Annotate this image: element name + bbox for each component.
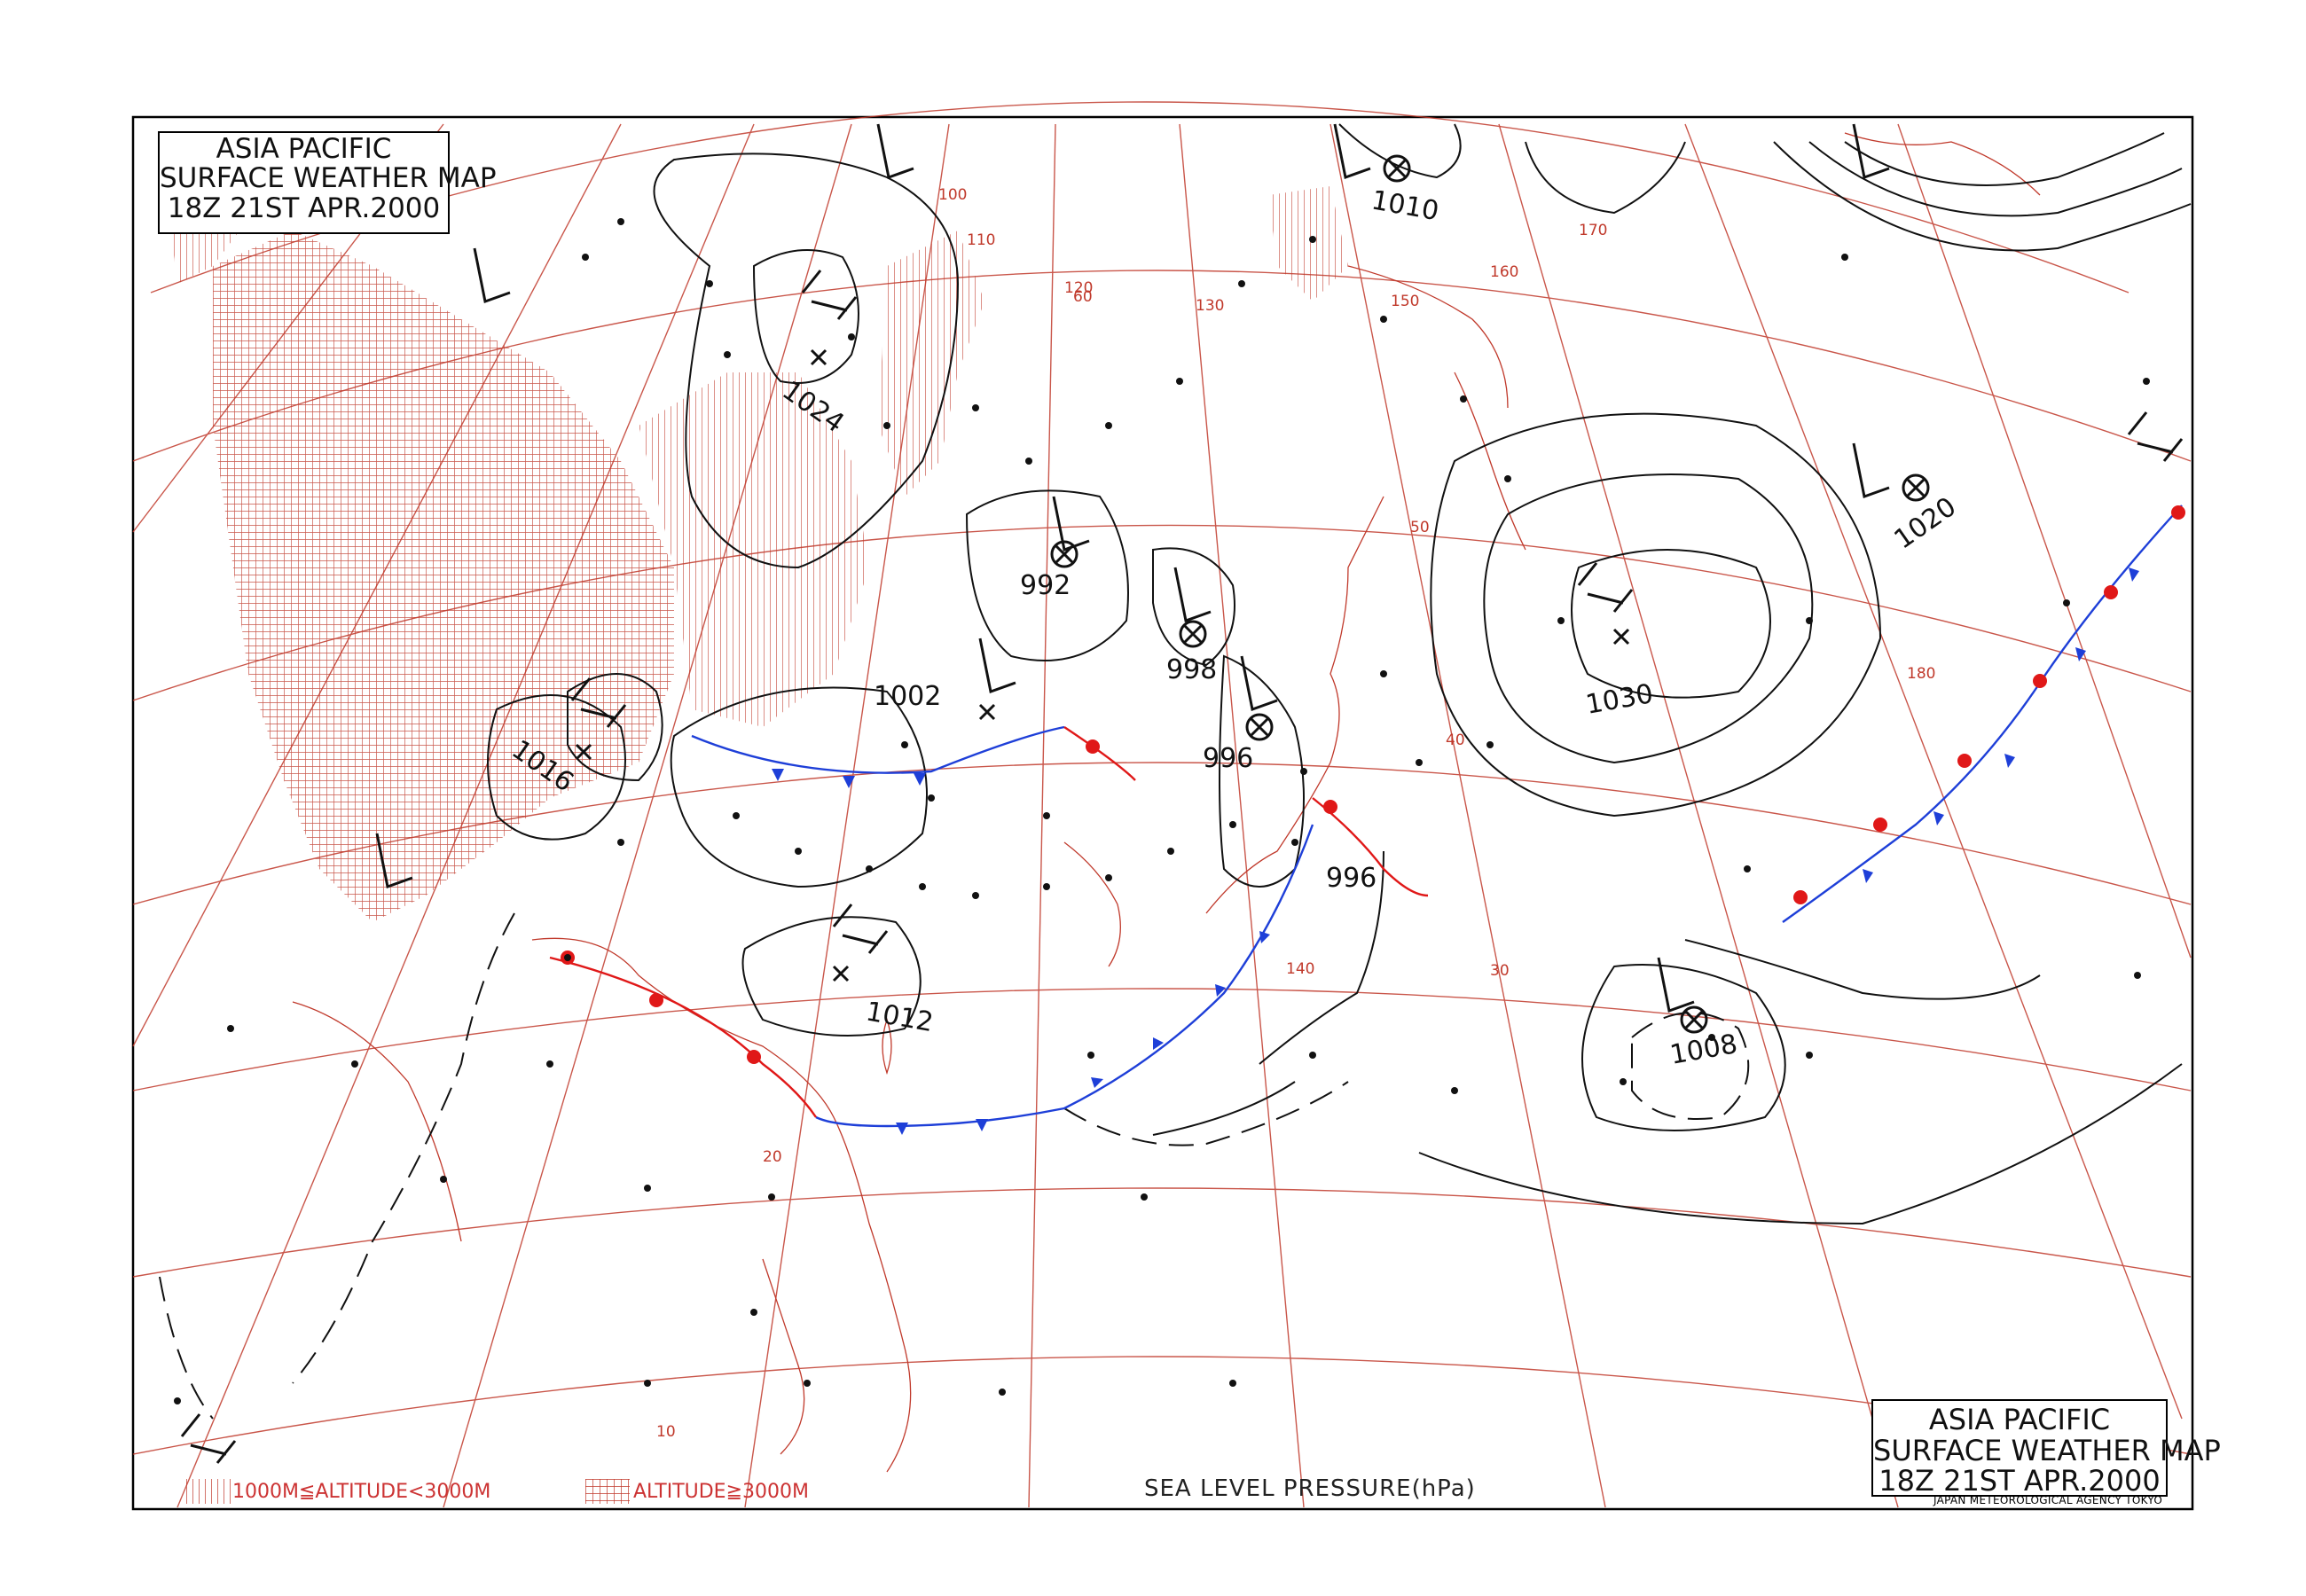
lon-label-100: 100 bbox=[938, 186, 967, 204]
label-996b: 996 bbox=[1326, 863, 1377, 894]
lon-label-160: 160 bbox=[1490, 263, 1518, 281]
lon-label-180: 180 bbox=[1907, 665, 1935, 683]
sea-level-pressure-label: SEA LEVEL PRESSURE(hPa) bbox=[1144, 1475, 1476, 1502]
lon-label-170: 170 bbox=[1579, 222, 1607, 239]
warm-front-north bbox=[1063, 726, 1136, 781]
label-1008: 1008 bbox=[1667, 1029, 1739, 1071]
map-title-bottom-right: ASIA PACIFIC SURFACE WEATHER MAP 18Z 21S… bbox=[1871, 1399, 2221, 1498]
coast-sea-of-okhotsk bbox=[1347, 265, 1509, 409]
l-glyph-992 bbox=[1052, 496, 1090, 552]
label-992: 992 bbox=[1020, 570, 1071, 601]
coast-kamchatka bbox=[1454, 372, 1526, 551]
map-border bbox=[131, 115, 2194, 1511]
legend-swatch-high bbox=[585, 1479, 630, 1504]
grid-tick-labels: 100 110 120 130 140 150 160 170 180 60 5… bbox=[656, 186, 1935, 1441]
coast-korea bbox=[1063, 841, 1121, 967]
l-glyph-west bbox=[473, 247, 511, 303]
lon-label-150: 150 bbox=[1391, 293, 1419, 310]
stationary-front-west bbox=[549, 956, 817, 1118]
isobars bbox=[487, 123, 2192, 1225]
h-glyph-sw bbox=[180, 1413, 237, 1464]
map-title-top-left: ASIA PACIFIC SURFACE WEATHER MAP 18Z 21S… bbox=[158, 131, 497, 234]
legend-high-altitude: ALTITUDE≧3000M bbox=[633, 1481, 809, 1503]
front-semicircles bbox=[561, 505, 2185, 1064]
front-triangles bbox=[772, 567, 2139, 1135]
l-glyph-1020 bbox=[1852, 442, 1890, 498]
coast-taiwan bbox=[882, 1017, 892, 1076]
fronts bbox=[549, 505, 2185, 1135]
l-glyph-998 bbox=[1173, 567, 1212, 622]
cold-front-west bbox=[691, 725, 1065, 774]
lat-label-60: 60 bbox=[1073, 288, 1093, 306]
title-line-product: SURFACE WEATHER MAP bbox=[1873, 1433, 2221, 1467]
lat-label-30: 30 bbox=[1490, 962, 1510, 980]
mongolia-mid-terrain bbox=[639, 372, 869, 727]
center-symbols bbox=[180, 123, 2184, 1464]
h-glyph-1012 bbox=[832, 904, 889, 954]
lat-label-50: 50 bbox=[1410, 519, 1430, 536]
station-plots bbox=[174, 218, 2150, 1404]
label-1020: 1020 bbox=[1889, 491, 1963, 555]
siberia-mid-terrain bbox=[878, 231, 984, 497]
h-glyph-1024 bbox=[801, 270, 858, 320]
label-1010: 1010 bbox=[1369, 184, 1441, 227]
lon-label-110: 110 bbox=[967, 231, 995, 249]
warm-front-japan bbox=[1312, 797, 1429, 897]
l-glyph-1008 bbox=[1657, 957, 1695, 1013]
label-1002: 1002 bbox=[874, 681, 941, 712]
coast-china bbox=[531, 937, 912, 1473]
lon-label-140: 140 bbox=[1286, 960, 1314, 978]
tibet-high-terrain bbox=[213, 231, 674, 922]
agency-credit: JAPAN METEOROLOGICAL AGENCY TOKYO bbox=[1933, 1494, 2163, 1506]
coastlines bbox=[292, 132, 2041, 1473]
dashed-isobars bbox=[159, 912, 1750, 1420]
h-glyph-1016 bbox=[570, 677, 627, 728]
north-mid-terrain bbox=[1268, 186, 1348, 301]
label-1030: 1030 bbox=[1583, 678, 1655, 721]
h-glyph-1030 bbox=[1577, 562, 1634, 613]
title-line-region: ASIA PACIFIC bbox=[1928, 1403, 2111, 1436]
coast-philippines bbox=[762, 1258, 805, 1455]
terrain-hatching bbox=[160, 133, 1348, 922]
title-line-time: 18Z 21ST APR.2000 bbox=[1879, 1464, 2161, 1498]
l-glyph-north bbox=[876, 123, 914, 179]
lon-label-120: 120 bbox=[1064, 279, 1093, 297]
title-line-time: 18Z 21ST APR.2000 bbox=[167, 192, 441, 224]
legend-swatch-mid bbox=[186, 1479, 231, 1504]
coast-india bbox=[292, 1001, 462, 1242]
lon-label-130: 130 bbox=[1196, 297, 1224, 315]
label-996a: 996 bbox=[1203, 743, 1253, 774]
lat-label-20: 20 bbox=[763, 1148, 782, 1166]
coast-japan bbox=[1205, 496, 1384, 914]
label-998: 998 bbox=[1166, 654, 1217, 685]
cold-front-main bbox=[815, 824, 1314, 1128]
legend-mid-altitude: 1000M≦ALTITUDE<3000M bbox=[232, 1481, 491, 1503]
l-glyph-1002 bbox=[978, 638, 1016, 693]
title-line-region: ASIA PACIFIC bbox=[216, 133, 392, 165]
l-glyph-996a bbox=[1240, 655, 1278, 711]
stationary-front-pacific bbox=[1782, 505, 2183, 923]
title-line-product: SURFACE WEATHER MAP bbox=[160, 162, 497, 195]
label-1012: 1012 bbox=[864, 996, 936, 1038]
coast-alaska bbox=[1844, 132, 2041, 196]
l-glyph-1010 bbox=[1333, 123, 1371, 179]
lat-label-40: 40 bbox=[1446, 732, 1465, 749]
h-glyph-2440 bbox=[2127, 411, 2184, 462]
l-glyph-ne bbox=[1852, 123, 1890, 179]
lat-label-10: 10 bbox=[656, 1423, 676, 1441]
l-glyph-sw bbox=[375, 833, 413, 888]
